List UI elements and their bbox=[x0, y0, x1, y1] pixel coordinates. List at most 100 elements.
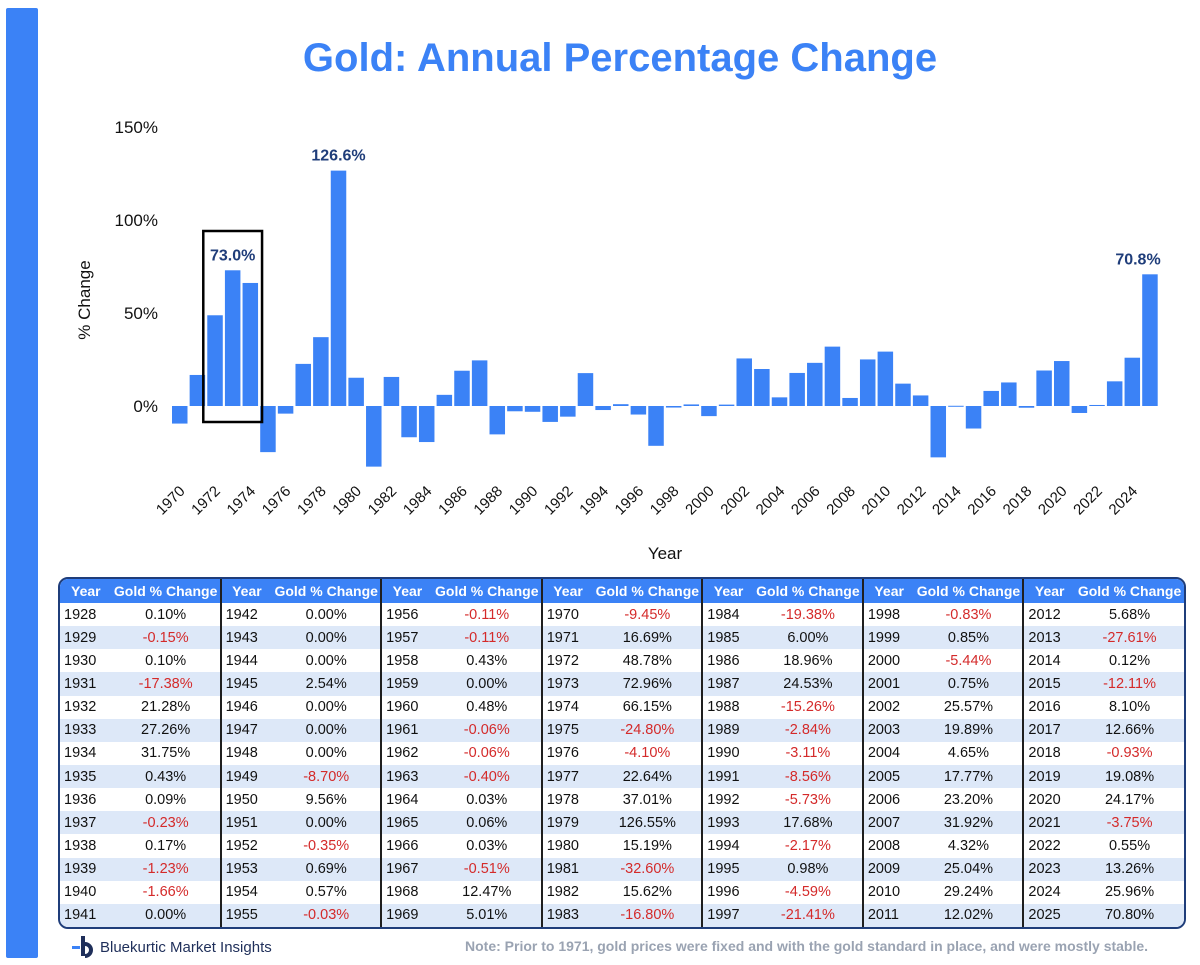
x-tick-label: 2020 bbox=[1035, 483, 1071, 519]
bar-2006 bbox=[807, 362, 823, 406]
table-row: 1935 0.43% 1949 -8.70% 1963 -0.40% 1977 22.64% 1… bbox=[60, 764, 1184, 789]
cell-change: -0.15% bbox=[111, 626, 221, 650]
cell-year: 2025 bbox=[1022, 903, 1076, 927]
cell-change: 0.12% bbox=[1108, 652, 1151, 669]
bar-1979 bbox=[330, 170, 347, 406]
cell-year: 2008 bbox=[861, 834, 915, 858]
cell-year: 1988 bbox=[701, 695, 754, 719]
cell-change: -0.35% bbox=[303, 837, 350, 854]
cell-change: -0.11% bbox=[464, 606, 510, 623]
x-tick-label: 2018 bbox=[1000, 483, 1036, 519]
header-gold-change: Gold % Change bbox=[914, 579, 1024, 603]
x-tick-label: 1982 bbox=[365, 483, 401, 519]
cell-change: -2.17% bbox=[784, 837, 831, 854]
cell-year: 2017 bbox=[1022, 718, 1076, 742]
brand-name: Bluekurtic Market Insights bbox=[100, 938, 272, 956]
cell-year: 1983 bbox=[540, 903, 594, 927]
table-row: 1938 0.17% 1952 -0.35% 1966 0.03% 1980 15.19% 19… bbox=[60, 834, 1184, 858]
cell-year: 1969 bbox=[380, 903, 433, 927]
bar-1972 bbox=[207, 315, 223, 406]
cell-year: 1938 bbox=[64, 837, 97, 854]
cell-year: 1946 bbox=[219, 695, 273, 719]
cell-year: 1976 bbox=[540, 741, 594, 765]
x-tick-label: 2024 bbox=[1106, 483, 1142, 519]
bar-1987 bbox=[471, 360, 488, 406]
cell-change: 15.62% bbox=[622, 884, 672, 901]
bar-1997 bbox=[648, 406, 664, 446]
bar-2021 bbox=[1071, 406, 1088, 413]
cell-year: 1947 bbox=[219, 718, 273, 742]
bar-1995 bbox=[613, 404, 629, 406]
cell-change: 24.17% bbox=[1104, 791, 1155, 808]
cell-change: 0.10% bbox=[145, 606, 187, 623]
cell-change: 0.00% bbox=[305, 699, 347, 716]
table-row: 1940 -1.66% 1954 0.57% 1968 12.47% 1982 15.62% 1… bbox=[60, 880, 1184, 904]
bar-1999 bbox=[683, 404, 700, 406]
cell-change: 0.00% bbox=[305, 606, 347, 623]
bar-1981 bbox=[366, 406, 382, 467]
x-tick-label: 1972 bbox=[188, 483, 224, 519]
cell-year: 1977 bbox=[540, 764, 594, 789]
cell-change: 25.57% bbox=[943, 699, 994, 716]
bar-1974 bbox=[242, 282, 259, 406]
bar-1970 bbox=[172, 406, 188, 424]
table-row: 1932 21.28% 1946 0.00% 1960 0.48% 1974 66.15% 19… bbox=[60, 695, 1184, 719]
bar-2010 bbox=[877, 351, 894, 406]
cell-year: 2004 bbox=[861, 741, 915, 765]
cell-change: 29.24% bbox=[943, 884, 994, 901]
bar-2000 bbox=[701, 406, 717, 417]
cell-change: 72.96% bbox=[593, 672, 703, 696]
cell-change: 0.43% bbox=[466, 652, 508, 669]
bar-1984 bbox=[418, 406, 435, 443]
cell-year: 2010 bbox=[861, 880, 915, 904]
cell-change: 0.55% bbox=[1108, 837, 1151, 854]
cell-change: 0.00% bbox=[305, 745, 347, 762]
highlight-box bbox=[202, 229, 264, 424]
cell-change: 0.00% bbox=[111, 903, 221, 927]
cell-change: -19.38% bbox=[780, 606, 835, 623]
x-tick-label: 2002 bbox=[717, 483, 753, 519]
cell-year: 2002 bbox=[861, 695, 915, 719]
bar-2013 bbox=[930, 406, 947, 458]
cell-year: 1967 bbox=[380, 857, 433, 881]
header-year: Year bbox=[540, 579, 594, 603]
cell-year: 1950 bbox=[219, 788, 273, 812]
cell-change: 17.68% bbox=[753, 811, 863, 835]
cell-change: 5.01% bbox=[432, 903, 542, 927]
cell-change: -0.51% bbox=[432, 857, 542, 881]
x-tick-label: 1996 bbox=[612, 483, 648, 519]
cell-change: 13.26% bbox=[1075, 857, 1184, 881]
bar-2024 bbox=[1124, 357, 1141, 406]
cell-change: -21.41% bbox=[753, 903, 863, 927]
cell-year: 2009 bbox=[861, 857, 915, 881]
cell-year: 1999 bbox=[861, 626, 915, 650]
x-tick-label: 2000 bbox=[682, 483, 718, 519]
cell-year: 1939 bbox=[60, 857, 112, 881]
cell-change: 12.02% bbox=[914, 903, 1024, 927]
bar-2020 bbox=[1054, 361, 1070, 406]
x-tick-label: 2016 bbox=[964, 483, 1000, 519]
bar-1975 bbox=[260, 406, 276, 453]
cell-change: -16.80% bbox=[593, 903, 703, 927]
cell-year: 1973 bbox=[540, 672, 594, 696]
cell-change: 0.06% bbox=[432, 811, 542, 835]
cell-year: 1995 bbox=[701, 857, 754, 881]
header-gold-change: Gold % Change bbox=[753, 579, 863, 603]
cell-year: 1933 bbox=[60, 718, 112, 742]
data-table-container: Year Gold % Change Year Gold % Change Year Go… bbox=[58, 577, 1186, 929]
bar-1991 bbox=[542, 406, 558, 422]
cell-change: 126.55% bbox=[593, 811, 703, 835]
cell-change: 0.00% bbox=[272, 718, 382, 742]
cell-change: 22.64% bbox=[593, 764, 703, 789]
cell-year: 2024 bbox=[1022, 880, 1076, 904]
cell-change: 19.89% bbox=[914, 718, 1024, 742]
cell-change: 0.69% bbox=[272, 857, 382, 881]
x-tick-label: 1974 bbox=[224, 483, 260, 519]
cell-change: -0.03% bbox=[272, 903, 382, 927]
cell-change: 0.48% bbox=[466, 699, 508, 716]
cell-change: 25.04% bbox=[914, 857, 1024, 881]
cell-change: 0.00% bbox=[432, 672, 542, 696]
cell-change: 18.96% bbox=[783, 652, 833, 669]
cell-change: 0.10% bbox=[145, 652, 187, 669]
bar-1988 bbox=[489, 406, 506, 435]
